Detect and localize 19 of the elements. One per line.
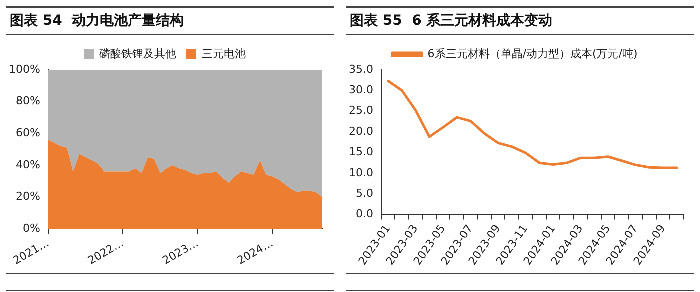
chart-title: 图表 54 动力电池产量结构 [6, 6, 334, 35]
y-tick-label: 100% [8, 62, 40, 76]
y-tick-label: 10.0 [348, 166, 374, 180]
legend-label: 6系三元材料（单晶/动力型）成本(万元/吨) [428, 47, 638, 60]
chart-title: 图表 55 6 系三元材料成本变动 [346, 6, 694, 35]
y-tick-label: 80% [16, 94, 40, 108]
y-tick-label: 60% [16, 126, 40, 140]
y-tick-label: 40% [16, 158, 40, 172]
legend-label: 三元电池 [202, 47, 246, 60]
legend-label: 磷酸铁锂及其他 [98, 47, 176, 60]
y-tick-label: 35.0 [348, 62, 374, 76]
y-tick-label: 0.0 [356, 208, 374, 221]
y-tick-label: 20% [16, 190, 40, 204]
y-tick-label: 5.0 [356, 186, 374, 200]
y-tick-label: 25.0 [348, 104, 374, 118]
y-tick-label: 15.0 [348, 146, 374, 159]
y-tick-label: 20.0 [348, 124, 374, 138]
y-tick-label: 0% [22, 222, 40, 235]
y-tick-label: 30.0 [348, 84, 374, 97]
